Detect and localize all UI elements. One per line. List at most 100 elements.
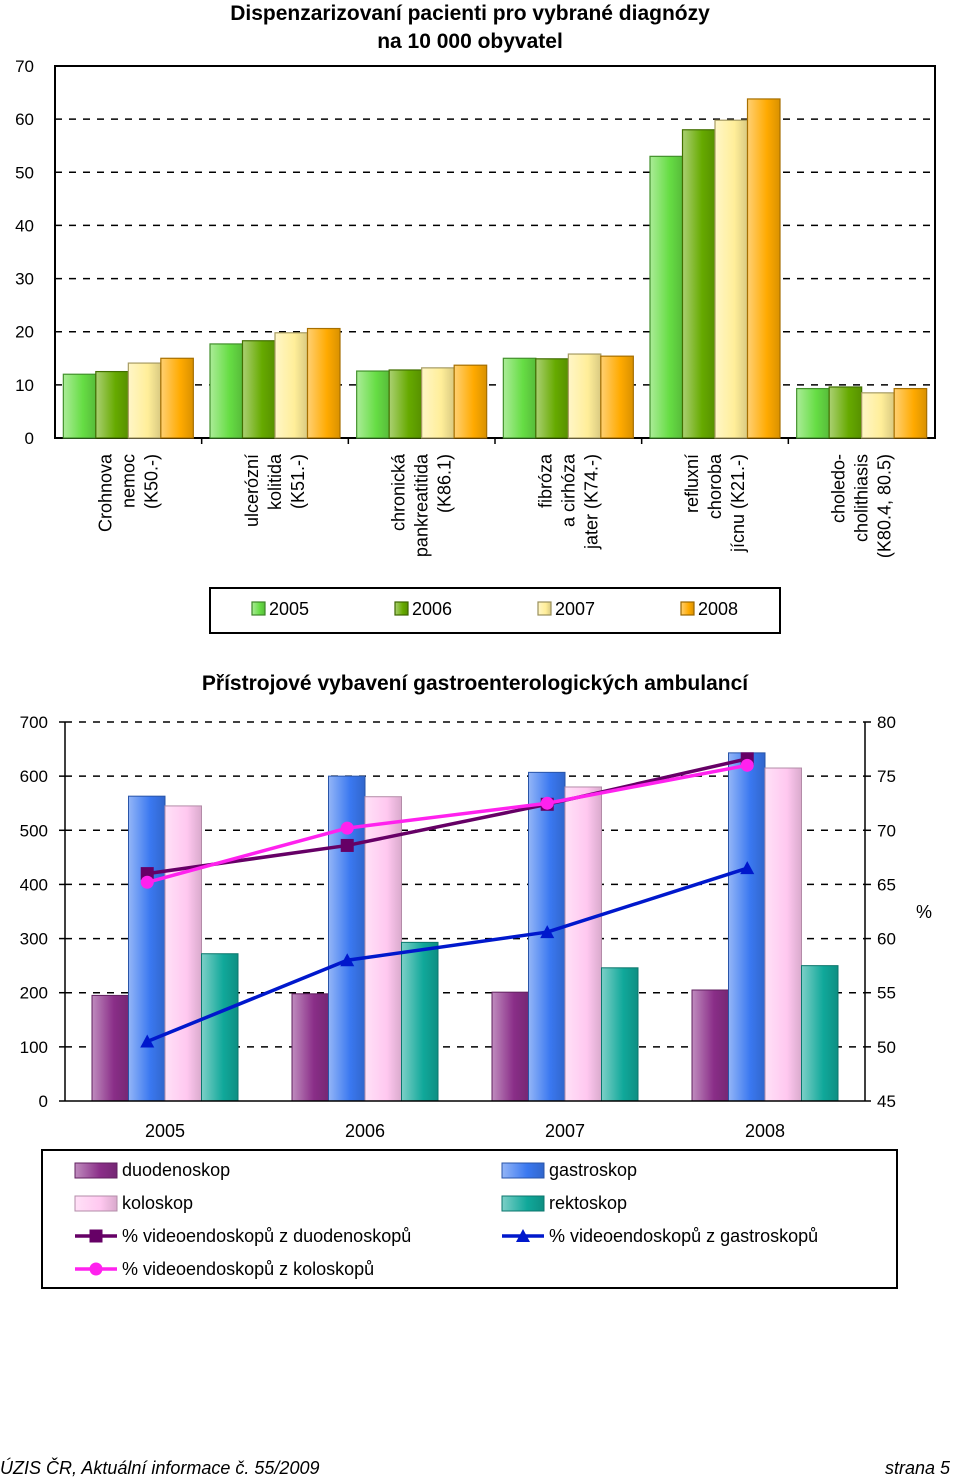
bar-2005 — [649, 155, 684, 439]
bar-2006 — [828, 386, 863, 439]
y2-tick-label: 55 — [877, 984, 896, 1003]
y-tick-label: 0 — [39, 1092, 48, 1111]
category-label-line: choroba — [705, 453, 725, 519]
y-tick-label: 400 — [20, 875, 48, 894]
line-point — [540, 925, 555, 939]
bar-2007 — [861, 392, 895, 439]
legend-label: 2007 — [555, 599, 595, 619]
bar-gastroskop — [728, 752, 766, 1102]
category-label-line: fibróza — [535, 453, 555, 508]
x-tick-label: 2007 — [545, 1121, 585, 1141]
footer-source: ÚZIS ČR, Aktuální informace č. 55/2009 — [0, 1458, 320, 1478]
y-tick-label: 30 — [15, 270, 34, 289]
x-tick-label: 2005 — [145, 1121, 185, 1141]
legend-box — [41, 1149, 898, 1289]
y-tick-label: 300 — [20, 930, 48, 949]
bar-2008 — [160, 357, 194, 439]
bar-2006 — [241, 340, 276, 439]
y2-tick-label: 80 — [877, 713, 896, 732]
legend-swatch — [501, 1162, 545, 1179]
bar-duodenoskop — [691, 989, 729, 1102]
footer-page-number: strana 5 — [884, 1458, 950, 1478]
legend-label: 2006 — [412, 599, 452, 619]
bar-2005 — [356, 370, 390, 439]
bar-2006 — [388, 369, 423, 439]
y-tick-label: 500 — [20, 821, 48, 840]
category-label: Crohnova nemoc (K50.-) — [95, 453, 161, 532]
chart-title: Dispenzarizovaní pacienti pro vybrané di… — [230, 2, 710, 25]
legend-label: 2008 — [698, 599, 738, 619]
bar-2008 — [306, 327, 341, 439]
legend-swatch — [74, 1195, 118, 1212]
legend-swatch — [251, 601, 266, 616]
bar-koloskop — [564, 786, 602, 1102]
bar-duodenoskop — [291, 993, 329, 1102]
category-label-line: pankreatitida — [412, 453, 432, 557]
line-point — [340, 821, 354, 835]
bar-2008 — [746, 98, 781, 439]
legend-label: % videoendoskopů z duodenoskopů — [122, 1226, 411, 1246]
bar-rektoskop — [201, 953, 239, 1102]
legend-label: rektoskop — [549, 1193, 627, 1213]
y2-tick-label: 75 — [877, 767, 896, 786]
y-tick-label: 600 — [20, 767, 48, 786]
line-point — [540, 796, 554, 810]
y-tick-label: 50 — [15, 163, 34, 182]
category-label: refluxní choroba jícnu (K21.-) — [682, 453, 748, 553]
y-tick-label: 10 — [15, 376, 34, 395]
bar-2008 — [600, 355, 634, 439]
y-tick-label: 20 — [15, 323, 34, 342]
category-label-line: a cirhóza — [558, 453, 578, 527]
bar-2006 — [681, 129, 716, 439]
category-label-line: ulcerózní — [242, 454, 262, 527]
category-label-line: (K86.1) — [435, 454, 455, 513]
category-label-line: kolitida — [265, 453, 285, 510]
series-line — [146, 763, 748, 884]
legend-label: % videoendoskopů z koloskopů — [122, 1259, 374, 1279]
category-label-line: (K80.4, 80.5) — [875, 454, 895, 558]
bar-rektoskop — [401, 941, 439, 1102]
legend-label: gastroskop — [549, 1160, 637, 1180]
legend-swatch — [501, 1195, 545, 1212]
line-series — [140, 758, 754, 889]
bar-koloskop — [364, 796, 402, 1102]
bar-2007 — [127, 362, 162, 439]
legend-marker — [89, 1262, 103, 1276]
y2-tick-label: 60 — [877, 930, 896, 949]
y2-tick-label: 50 — [877, 1038, 896, 1057]
bar-rektoskop — [801, 965, 839, 1102]
legend-label: duodenoskop — [122, 1160, 230, 1180]
bar-2006 — [535, 358, 569, 439]
category-label-line: (K50.-) — [141, 454, 161, 509]
y-tick-label: 70 — [15, 57, 34, 76]
page-footer: ÚZIS ČR, Aktuální informace č. 55/2009 s… — [0, 1456, 960, 1482]
bar-2005 — [502, 357, 537, 439]
bar-koloskop — [764, 767, 802, 1102]
series-line — [146, 866, 748, 1044]
chart-title: Přístrojové vybavení gastroenterologický… — [202, 672, 749, 695]
y-tick-label: 60 — [15, 110, 34, 129]
bar-gastroskop — [128, 795, 166, 1102]
category-label-line: jícnu (K21.-) — [728, 454, 748, 553]
legend-label: koloskop — [122, 1193, 193, 1213]
bar-duodenoskop — [91, 994, 129, 1102]
line-point — [140, 875, 154, 889]
bar-2007 — [421, 367, 455, 439]
bar-koloskop — [164, 805, 202, 1102]
bar-duodenoskop — [491, 991, 529, 1102]
bar-2006 — [95, 370, 129, 439]
legend-marker — [516, 1229, 530, 1242]
bar-2007 — [274, 332, 309, 439]
legend-label: % videoendoskopů z gastroskopů — [549, 1226, 818, 1246]
legend-marker — [89, 1229, 103, 1243]
x-tick-label: 2008 — [745, 1121, 785, 1141]
category-label-line: Crohnova — [95, 453, 115, 532]
y-tick-label: 100 — [20, 1038, 48, 1057]
legend: 2005 2006 2007 2008 — [209, 587, 781, 634]
category-label: fibróza a cirhóza jater (K74.-) — [535, 453, 601, 550]
category-label-line: cholithiasis — [852, 454, 872, 542]
y-tick-label: 200 — [20, 984, 48, 1003]
chart-diagnozy: Dispenzarizovaní pacienti pro vybrané di… — [15, 2, 936, 634]
line-series — [140, 861, 755, 1048]
bar-2005 — [796, 387, 830, 439]
